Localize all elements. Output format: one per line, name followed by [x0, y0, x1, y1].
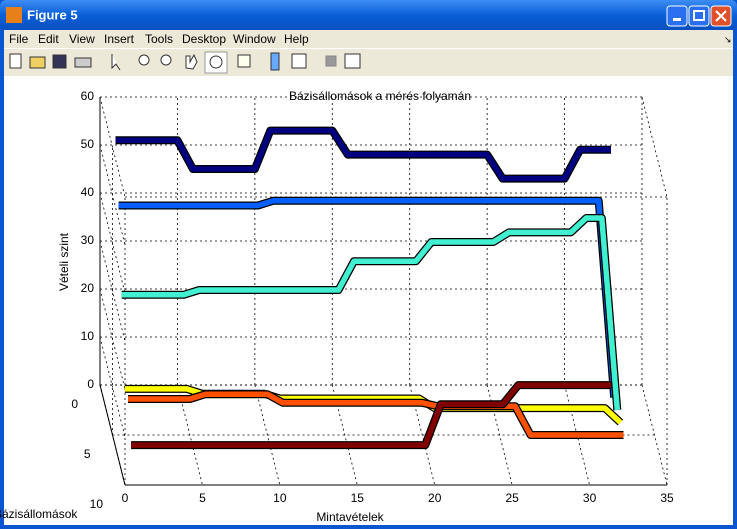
window-title: Figure 5: [27, 7, 78, 22]
toolbar: [9, 51, 361, 74]
z-tick-label: 0: [71, 397, 78, 411]
show-tools-icon[interactable]: [344, 53, 361, 69]
grid-line: [99, 96, 126, 198]
grid-line: [486, 384, 513, 486]
menu-item[interactable]: Insert: [104, 32, 135, 46]
new-icon[interactable]: [9, 53, 22, 69]
menu-item[interactable]: Help: [284, 32, 309, 46]
save-icon[interactable]: [52, 54, 67, 69]
menu-item[interactable]: Tools: [145, 32, 173, 46]
grid-line: [177, 384, 203, 486]
z-axis: [99, 384, 126, 486]
ribbon: [131, 382, 612, 448]
menu-bar: File Edit View Insert Tools Desktop Window Help: [9, 32, 309, 46]
maximize-button[interactable]: [688, 5, 710, 27]
y-tick-label: 0: [87, 377, 94, 391]
rotate-button[interactable]: [204, 51, 228, 74]
minimize-button[interactable]: [666, 5, 688, 27]
minimize-icon: [673, 18, 681, 21]
app-icon: [6, 7, 22, 23]
axes: 0 5 10 15 20 25 30 35 0 10 20 30 40 50 60 0 5 10: [71, 89, 674, 511]
maximize-icon: [693, 10, 705, 21]
grid-line: [331, 384, 358, 486]
x-tick-label: 20: [428, 491, 442, 505]
menu-item[interactable]: View: [69, 32, 95, 46]
close-icon: [715, 10, 727, 22]
print-icon[interactable]: [74, 57, 92, 68]
hide-tools-icon[interactable]: [325, 55, 337, 67]
x-tick-label: 10: [273, 491, 287, 505]
grid-line: [254, 384, 281, 486]
colorbar-icon[interactable]: [270, 52, 280, 71]
title-bar: [0, 0, 737, 30]
zoom-in-icon[interactable]: [138, 54, 150, 66]
figure-area: [4, 76, 733, 525]
x-tick-label: 25: [505, 491, 519, 505]
y-tick-label: 40: [81, 185, 95, 199]
box-edge: [641, 96, 668, 198]
menu-arrow[interactable]: ↘: [724, 34, 732, 44]
grid-line: [99, 336, 126, 438]
rotate-icon: [209, 55, 223, 69]
chart-title: Bázisállomások a mérés folyamán: [289, 89, 471, 103]
y-axis-label: Vételi szint: [57, 232, 71, 291]
x-tick-label: 15: [351, 491, 365, 505]
arrow-icon[interactable]: [111, 54, 121, 71]
menu-item[interactable]: Window: [233, 32, 276, 46]
zoom-out-icon[interactable]: [160, 54, 172, 66]
x-tick-label: 5: [199, 491, 206, 505]
y-tick-label: 20: [81, 281, 95, 295]
z-axis-label: Bázisállomások: [0, 507, 78, 521]
x-tick-label: 35: [660, 491, 674, 505]
pan-icon[interactable]: [185, 53, 198, 70]
grid-line: [409, 384, 436, 486]
grid-line: [99, 240, 126, 342]
legend-icon[interactable]: [291, 53, 307, 69]
datacursor-icon[interactable]: [237, 54, 251, 68]
y-tick-label: 60: [81, 89, 95, 103]
z-tick-label: 10: [90, 497, 104, 511]
ribbon: [118, 197, 617, 398]
x-axis-label: Mintavételek: [316, 510, 384, 524]
y-tick-label: 30: [81, 233, 95, 247]
open-icon[interactable]: [29, 56, 46, 69]
menu-item[interactable]: File: [9, 32, 29, 46]
menu-toolbar-area: [4, 30, 733, 76]
x-tick-label: 30: [583, 491, 597, 505]
ribbon: [115, 127, 611, 182]
ribbon: [121, 215, 621, 411]
y-tick-label: 10: [81, 329, 95, 343]
ribbon: [128, 391, 624, 438]
y-tick-label: 50: [81, 137, 95, 151]
menu-item[interactable]: Edit: [38, 32, 59, 46]
z-tick-label: 5: [84, 447, 91, 461]
menu-item[interactable]: Desktop: [182, 32, 226, 46]
x-tick-label: 0: [122, 491, 129, 505]
